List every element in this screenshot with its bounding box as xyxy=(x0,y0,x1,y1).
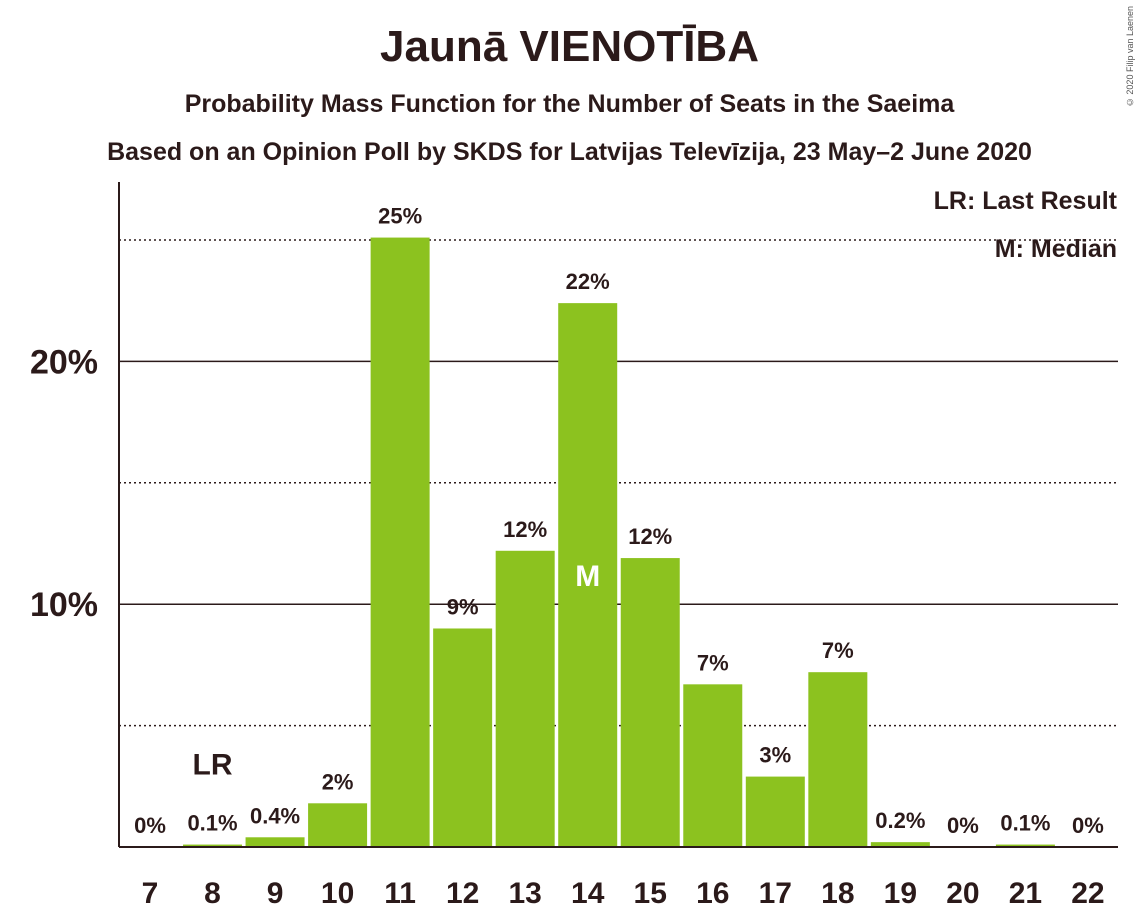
x-tick-label: 7 xyxy=(142,877,159,910)
x-tick-label: 17 xyxy=(759,877,792,910)
data-label: 0% xyxy=(947,813,979,838)
x-tick-label: 13 xyxy=(508,877,541,910)
data-label: 25% xyxy=(378,204,422,229)
bar-17 xyxy=(745,776,805,847)
data-label: 7% xyxy=(822,638,854,663)
data-label: 12% xyxy=(628,524,672,549)
bar-12 xyxy=(433,628,493,847)
chart-subtitle: Probability Mass Function for the Number… xyxy=(184,90,955,118)
bar-19 xyxy=(870,842,930,847)
data-label: 22% xyxy=(566,269,610,294)
bar-8 xyxy=(183,844,243,847)
data-label: 0.2% xyxy=(875,808,925,833)
x-tick-label: 11 xyxy=(384,877,416,910)
data-label: 12% xyxy=(503,517,547,542)
x-tick-label: 18 xyxy=(821,877,854,910)
legend-median: M: Median xyxy=(995,235,1117,263)
data-label: 0% xyxy=(134,813,166,838)
data-label: 3% xyxy=(759,743,791,768)
axes xyxy=(118,182,1118,848)
bar-10 xyxy=(308,803,368,847)
x-tick-label: 22 xyxy=(1071,877,1104,910)
data-label: 0.4% xyxy=(250,803,300,828)
x-tick-label: 20 xyxy=(946,877,979,910)
x-tick-label: 15 xyxy=(634,877,667,910)
median-marker: M xyxy=(575,560,600,593)
bar-15 xyxy=(620,558,680,847)
data-label: 0.1% xyxy=(1000,811,1050,836)
x-tick-label: 8 xyxy=(204,877,221,910)
chart-title: Jaunā VIENOTĪBA xyxy=(380,22,759,71)
y-tick-label: 20% xyxy=(30,343,98,381)
bar-18 xyxy=(808,672,868,847)
bars xyxy=(183,237,1055,847)
x-tick-label: 10 xyxy=(321,877,354,910)
bar-13 xyxy=(495,550,555,847)
x-tick-label: 14 xyxy=(571,877,605,910)
gridlines xyxy=(119,239,1118,727)
bar-16 xyxy=(683,684,743,847)
data-label: 7% xyxy=(697,650,729,675)
last-result-marker: LR xyxy=(193,749,233,782)
bar-14 xyxy=(558,303,618,847)
x-tick-label: 12 xyxy=(446,877,479,910)
data-label: 0.1% xyxy=(187,811,237,836)
labels: 10% 20% 0% 7 0.1% 8 LR 0.4% 9 2% 10 25% 11 9% 12 12% 13 2… xyxy=(30,204,1105,910)
data-label: 2% xyxy=(322,769,354,794)
data-label: 9% xyxy=(447,594,479,619)
x-tick-label: 19 xyxy=(884,877,917,910)
x-tick-label: 16 xyxy=(696,877,729,910)
x-tick-label: 9 xyxy=(267,877,284,910)
legend-last-result: LR: Last Result xyxy=(934,187,1118,215)
bar-21 xyxy=(995,844,1055,847)
bar-9 xyxy=(245,837,305,847)
chart-source-line: Based on an Opinion Poll by SKDS for Lat… xyxy=(107,138,1032,166)
data-label: 0% xyxy=(1072,813,1104,838)
x-tick-label: 21 xyxy=(1009,877,1042,910)
bar-11 xyxy=(370,237,430,847)
y-tick-label: 10% xyxy=(30,586,98,624)
